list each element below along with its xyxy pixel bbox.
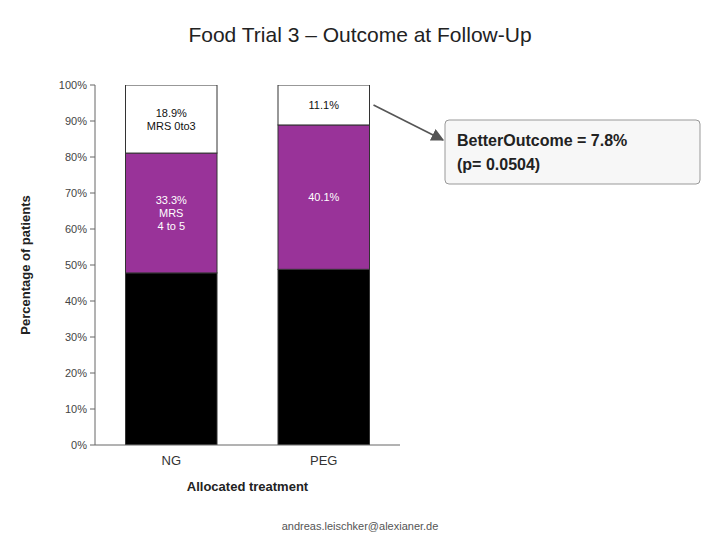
y-tick (90, 193, 95, 194)
y-tick (90, 301, 95, 302)
y-tick-label: 90% (65, 115, 87, 127)
y-tick (90, 337, 95, 338)
x-axis-title: Allocated treatment (187, 479, 309, 494)
y-axis: 0% 10% 20% 30% 40% 50% 60% 70% 80% 90% 100% (59, 79, 95, 451)
bar-segment (278, 125, 370, 269)
x-axis: NG PEG (162, 453, 338, 468)
data-label-line: MRS 0to3 (147, 120, 196, 132)
data-label-line: 18.9% (156, 107, 187, 119)
bar-segment (126, 153, 218, 273)
y-tick-label: 20% (65, 367, 87, 379)
data-label: 11.1% (309, 99, 340, 111)
y-tick-label: 100% (59, 79, 87, 91)
y-axis-title: Percentage of patients (18, 195, 33, 334)
annotation: (p= 0.0504) (457, 156, 540, 173)
y-tick-label: 70% (65, 187, 87, 199)
title: Food Trial 3 – Outcome at Follow-Up (188, 23, 531, 46)
y-tick-label: 80% (65, 151, 87, 163)
data-label: 18.9%MRS 0to3 (147, 107, 196, 132)
y-tick (90, 157, 95, 158)
bar-segment (126, 273, 218, 445)
annotation-box (445, 120, 700, 184)
y-tick (90, 409, 95, 410)
y-tick-label: 10% (65, 403, 87, 415)
annotation-arrow (374, 105, 444, 140)
y-tick-label: 0% (71, 439, 87, 451)
x-tick-label: PEG (310, 453, 337, 468)
data-label-line: 4 to 5 (157, 220, 185, 232)
x-axis-line (95, 445, 400, 446)
data-label: 40.1% (308, 191, 339, 203)
y-tick (90, 85, 95, 86)
data-label-line: 40.1% (308, 191, 339, 203)
chart: Food Trial 3 – Outcome at Follow-Up 0% 10%… (0, 0, 720, 540)
data-label-line: MRS (159, 207, 183, 219)
footer: andreas.leischker@alexianer.de (282, 520, 439, 532)
y-tick-label: 30% (65, 331, 87, 343)
y-tick (90, 229, 95, 230)
y-tick-label: 40% (65, 295, 87, 307)
y-tick (90, 445, 95, 446)
value-labels: 33.3%MRS4 to 5 40.1% 18.9%MRS 0to3 11.1% (147, 99, 340, 232)
y-tick-label: 60% (65, 223, 87, 235)
y-axis-line (95, 85, 96, 445)
page: {"chart_data": {"type": "bar", "stacked"… (0, 0, 720, 540)
y-tick-label: 50% (65, 259, 87, 271)
bar-segment (126, 85, 218, 153)
data-label-line: 33.3% (156, 194, 187, 206)
bars (126, 85, 370, 445)
y-tick (90, 373, 95, 374)
bar-segment (278, 269, 370, 445)
annotation: BetterOutcome = 7.8% (457, 132, 627, 149)
bar-segment (278, 85, 370, 125)
data-label-line: 11.1% (309, 99, 340, 111)
data-label: 33.3%MRS4 to 5 (156, 194, 187, 232)
y-tick (90, 121, 95, 122)
x-tick-label: NG (162, 453, 182, 468)
y-tick (90, 265, 95, 266)
